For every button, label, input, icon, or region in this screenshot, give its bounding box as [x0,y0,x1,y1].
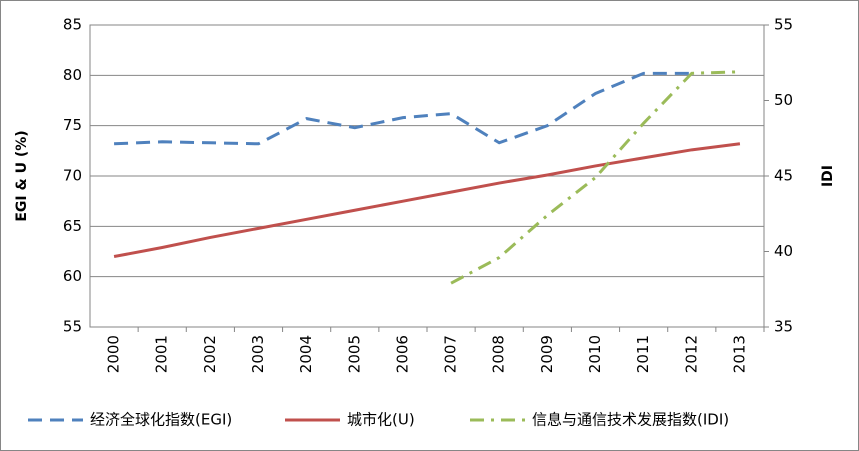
x-tick-label: 2008 [490,335,508,373]
x-tick-label: 2002 [201,335,219,373]
y-tick-label: 75 [63,116,82,134]
legend-label: 城市化(U) [347,411,415,429]
y2-tick-label: 45 [774,167,793,185]
y-tick-label: 60 [63,267,82,285]
x-tick-label: 2004 [297,335,315,373]
x-tick-label: 2005 [345,335,363,373]
x-tick-label: 2011 [634,335,652,373]
series-line [450,70,740,285]
x-tick-label: 2010 [586,335,604,373]
x-tick-label: 2003 [249,335,267,373]
legend-label: 信息与通信技术发展指数(IDI) [532,411,729,429]
x-tick-label: 2013 [730,335,748,373]
x-tick-label: 2012 [682,335,700,373]
y-tick-label: 80 [63,66,82,84]
legend: 经济全球化指数(EGI) 城市化(U) 信息与通信技术发展指数(IDI) [28,411,729,429]
y2-tick-label: 40 [774,242,793,260]
x-tick-label: 2009 [538,335,556,373]
x-tick-label: 2006 [393,335,411,373]
y-tick-label: 85 [63,16,82,34]
x-tick-label: 2007 [442,335,460,373]
x-tick-label: 2001 [153,335,171,373]
series-line [113,142,741,259]
x-tick-label: 2000 [105,335,123,373]
series-line [114,71,692,146]
y-axis-title: EGI & U (%) [14,130,30,221]
y2-tick-label: 55 [774,16,793,34]
legend-label: 经济全球化指数(EGI) [90,411,232,429]
y2-axis-title: IDI [820,165,836,187]
y2-tick-label: 50 [774,91,793,109]
y-tick-label: 55 [63,318,82,336]
y2-tick-label: 35 [774,318,793,336]
y-tick-label: 65 [63,217,82,235]
y-tick-label: 70 [63,167,82,185]
